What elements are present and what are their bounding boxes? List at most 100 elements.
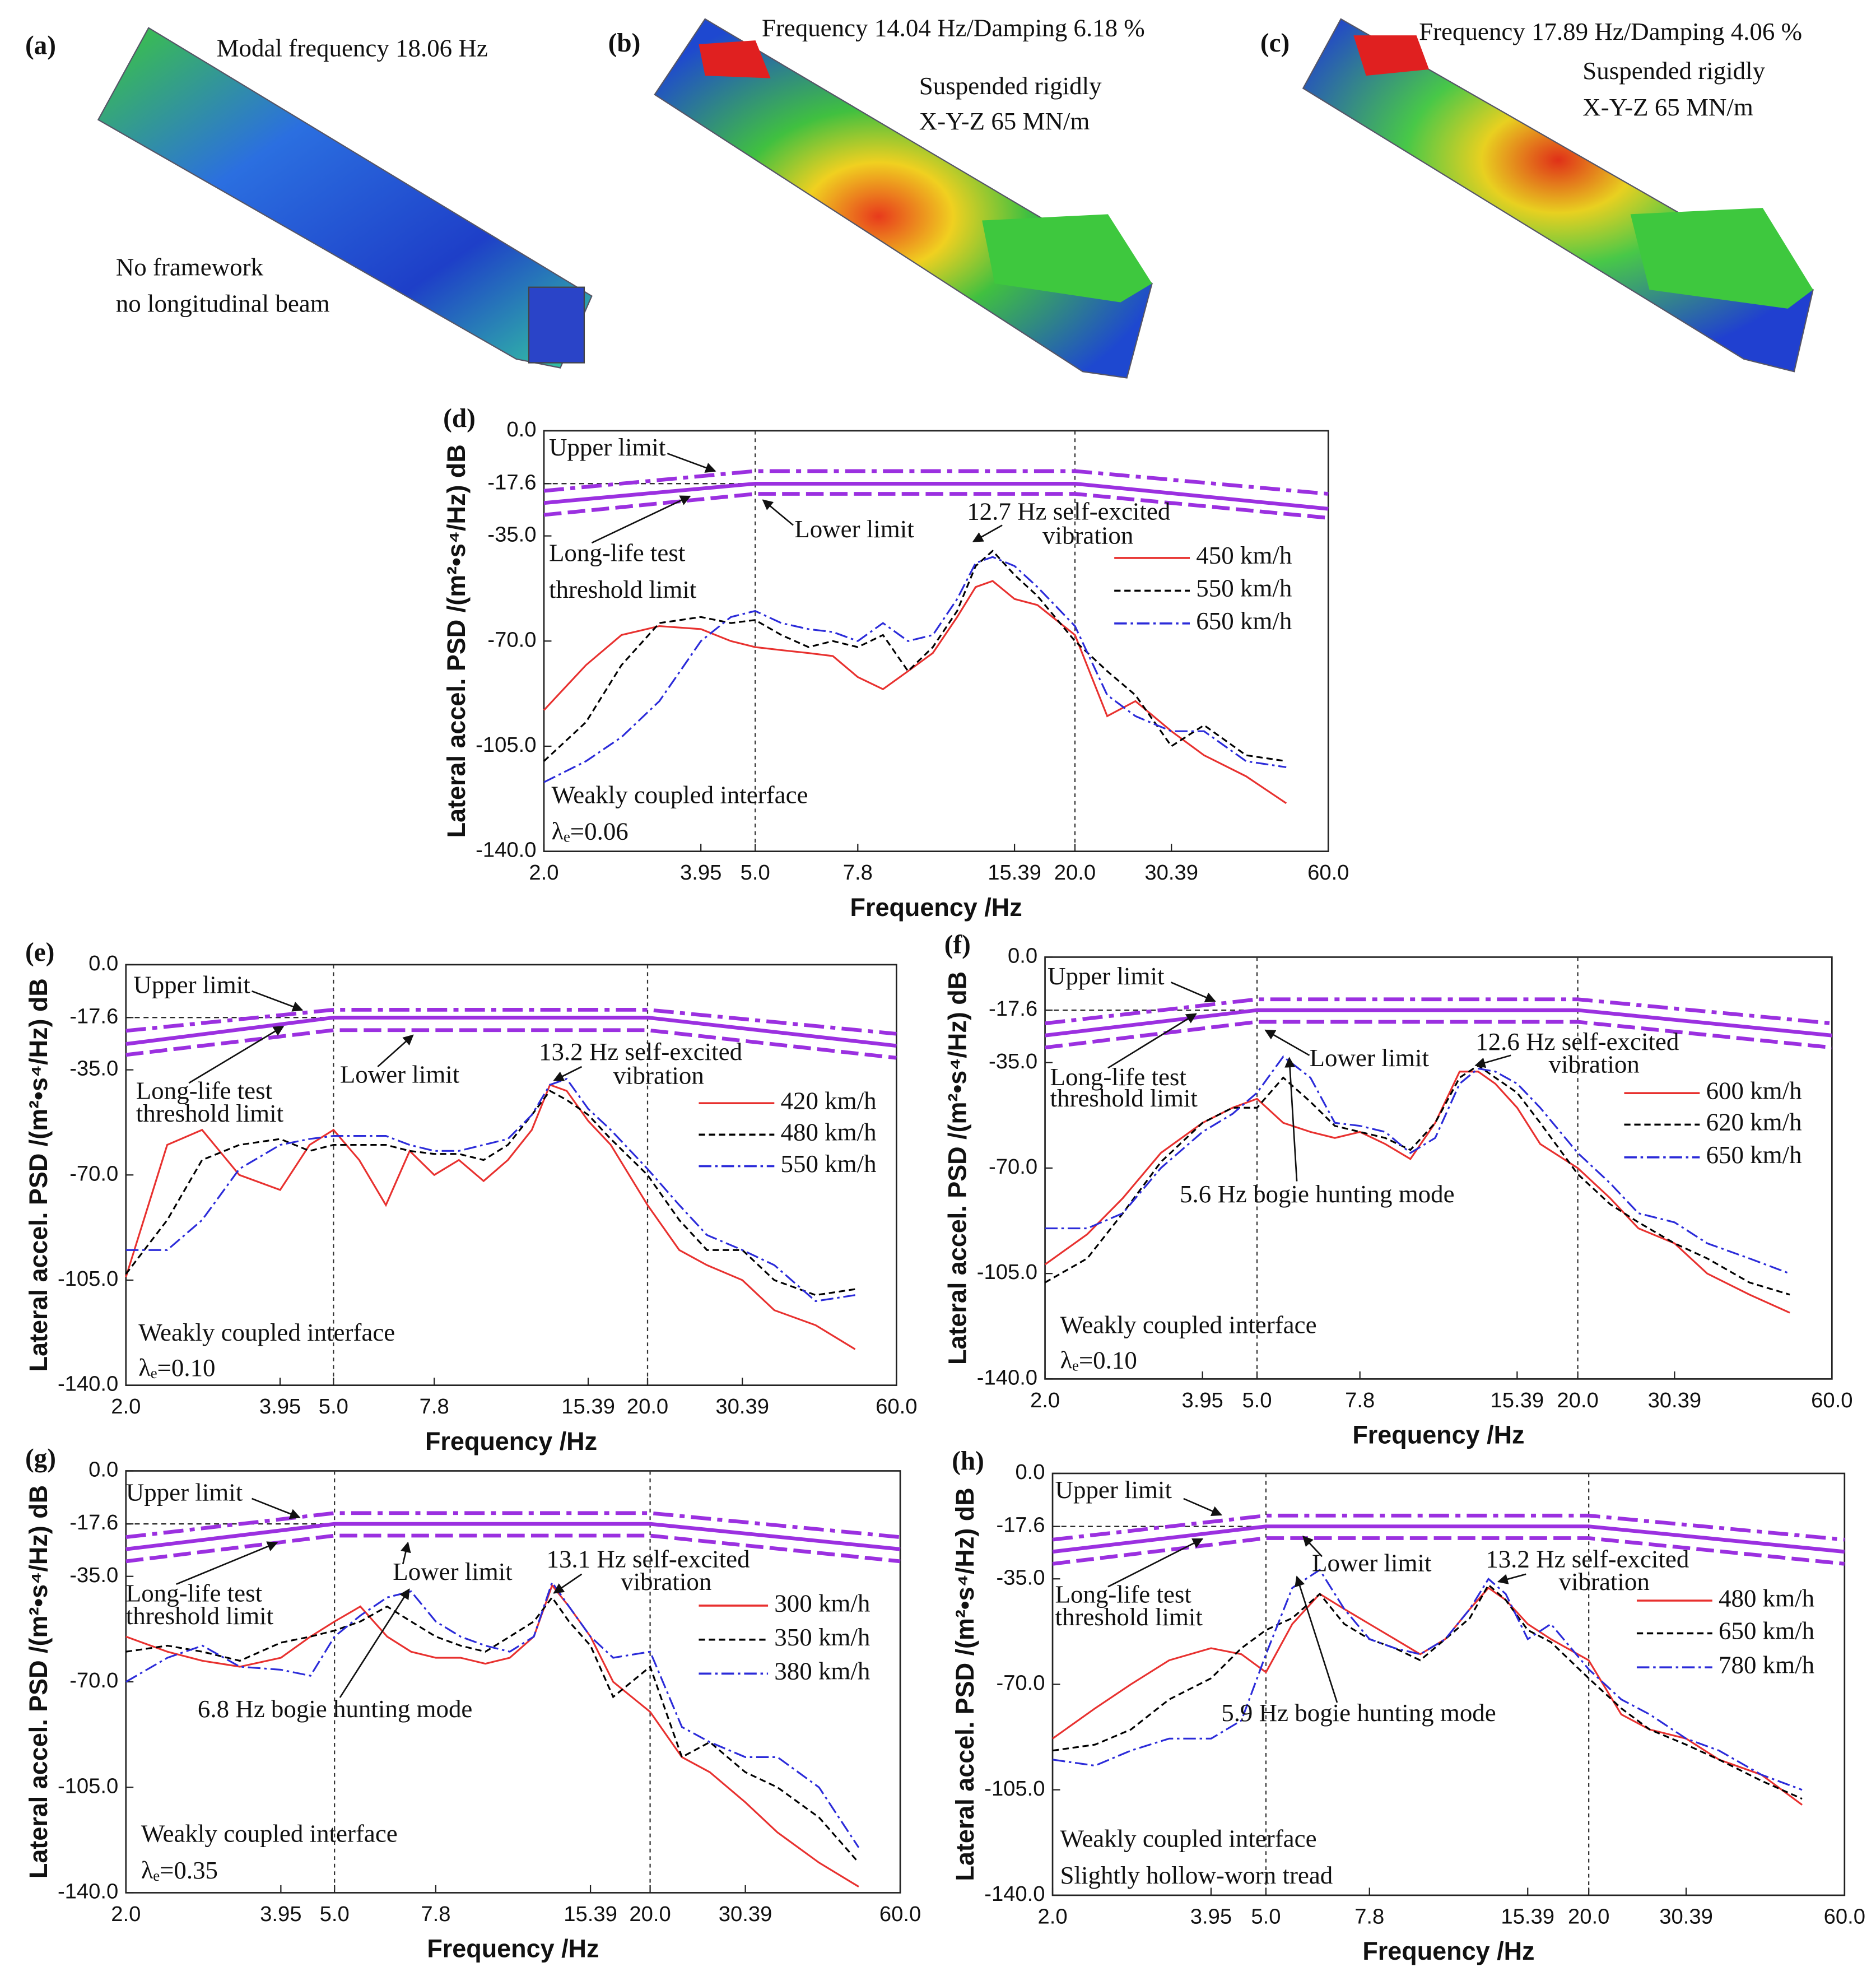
legend-label: 350 km/h [774,1623,870,1651]
x-tick-label: 60.0 [876,1394,917,1419]
limit-line [125,1533,901,1564]
annotation: vibration [1559,1568,1650,1596]
y-tick-label: -105.0 [476,733,536,757]
x-tick-label: 2.0 [529,861,558,885]
x-tick-label: 30.39 [715,1394,769,1419]
panel-label: (c) [1260,29,1290,58]
annotation: Weakly coupled interface [141,1820,398,1848]
y-axis-label: Lateral accel. PSD /(m²•s⁴/Hz) dB [442,444,471,838]
annotation: Lower limit [1310,1044,1430,1072]
x-tick-label: 60.0 [1824,1904,1865,1928]
series-line [1045,1055,1790,1275]
legend-label: 650 km/h [1196,607,1292,635]
series-line [125,1583,859,1887]
annotation: Weakly coupled interface [1060,1825,1317,1853]
x-tick-label: 3.95 [1190,1904,1232,1928]
x-tick-label: 60.0 [1307,861,1349,885]
y-tick-label: -17.6 [989,997,1037,1021]
legend-label: 650 km/h [1719,1617,1814,1645]
series-line [1052,1568,1803,1791]
annotation-arrow [1497,1573,1526,1584]
y-tick-label: -35.0 [69,1057,118,1081]
y-tick-label: -17.6 [487,470,536,494]
annotation: Lower limit [1312,1548,1432,1577]
y-tick-label: -17.6 [996,1513,1045,1537]
x-tick-label: 5.0 [320,1902,350,1926]
panel-text: Frequency 17.89 Hz/Damping 4.06 % [1419,17,1802,45]
annotation-arrow [1107,1013,1197,1069]
annotation-arrow [176,1541,278,1585]
annotation: Weakly coupled interface [551,780,808,808]
x-axis-label: Frequency /Hz [427,1935,599,1963]
annotation: Long-life test [136,1076,273,1104]
x-tick-label: 3.95 [260,1902,301,1926]
y-tick-label: -35.0 [989,1049,1037,1073]
annotation: Upper limit [549,433,666,461]
series-line [543,580,1287,805]
annotation: λₑ=0.06 [551,817,628,845]
annotation-arrow [1474,1054,1511,1068]
limit-line [1052,1536,1845,1566]
limit-line [1045,997,1832,1026]
panel-label: (d) [443,404,476,433]
legend-label: 300 km/h [774,1589,870,1617]
x-axis-label: Frequency /Hz [425,1427,597,1455]
y-tick-label: 0.0 [1008,944,1037,968]
y-tick-label: -140.0 [476,838,536,862]
annotation-arrow [591,495,691,544]
train-model-b [654,18,1153,379]
x-axis-label: Frequency /Hz [850,893,1022,922]
annotation-arrow [1107,1538,1204,1588]
x-tick-label: 30.39 [1659,1904,1713,1928]
x-tick-label: 15.39 [988,861,1041,885]
panel-text: X-Y-Z 65 MN/m [919,107,1090,135]
x-tick-label: 15.39 [564,1902,617,1926]
annotation: vibration [1549,1050,1640,1078]
annotation-arrow [401,1541,411,1565]
x-tick-label: 30.39 [1648,1388,1702,1412]
series-line [543,550,1287,762]
annotation-arrow [188,1025,285,1084]
annotation: λₑ=0.10 [138,1354,215,1382]
train-model-c [1302,18,1814,373]
panel-text: Suspended rigidly [1582,57,1765,85]
y-tick-label: -105.0 [58,1267,118,1291]
x-tick-label: 5.0 [319,1394,348,1419]
y-axis-label: Lateral accel. PSD /(m²•s⁴/Hz) dB [24,1485,53,1878]
y-tick-label: -70.0 [996,1671,1045,1695]
annotation: λₑ=0.10 [1060,1346,1137,1374]
annotation: Upper limit [126,1478,243,1506]
panel-label: (f) [944,930,971,959]
annotation: 12.6 Hz self-excited [1475,1027,1679,1055]
annotation-arrow [1302,1535,1323,1557]
y-tick-label: -70.0 [487,627,536,652]
series-line [125,1090,855,1296]
x-tick-label: 5.0 [741,861,770,885]
panel-text: X-Y-Z 65 MN/m [1582,93,1753,121]
limit-line [543,492,1329,520]
x-tick-label: 20.0 [627,1394,668,1419]
x-tick-label: 30.39 [1144,861,1198,885]
limit-line [1045,1008,1832,1038]
annotation: 5.9 Hz bogie hunting mode [1221,1699,1496,1727]
x-tick-label: 15.39 [1501,1904,1554,1928]
panel-text: no longitudinal beam [116,290,330,318]
y-axis-label: Lateral accel. PSD /(m²•s⁴/Hz) dB [943,971,972,1365]
annotation: 12.7 Hz self-excited [967,497,1170,526]
x-tick-label: 3.95 [680,861,721,885]
legend-label: 420 km/h [781,1086,877,1114]
annotation-arrow [762,499,794,526]
x-tick-label: 7.8 [421,1902,450,1926]
x-tick-label: 3.95 [259,1394,301,1419]
limit-line [1052,1524,1845,1554]
y-tick-label: -140.0 [58,1372,118,1396]
series-line [125,1596,860,1863]
annotation: 5.6 Hz bogie hunting mode [1180,1180,1454,1208]
legend-label: 480 km/h [1719,1584,1814,1612]
x-axis-label: Frequency /Hz [1362,1937,1534,1965]
x-tick-label: 15.39 [561,1394,615,1419]
annotation-arrow [1264,1029,1310,1056]
limit-line [543,481,1329,511]
